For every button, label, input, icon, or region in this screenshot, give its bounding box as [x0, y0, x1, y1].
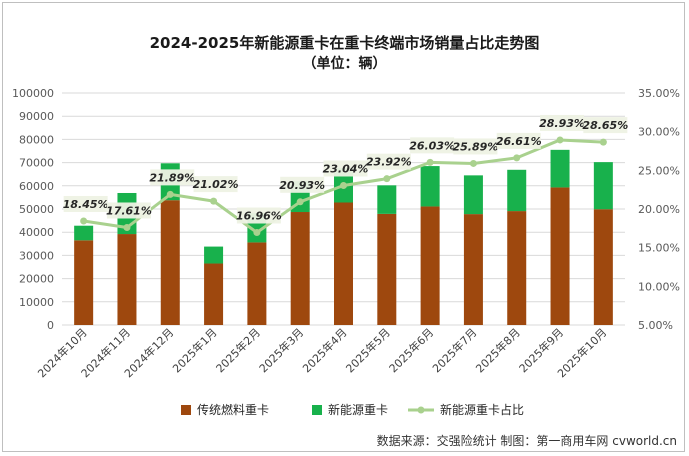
x-tick-label: 2025年6月: [386, 325, 436, 375]
chart-subtitle: （单位：辆）: [302, 56, 387, 72]
x-tick-label: 2025年3月: [256, 325, 306, 375]
y-right-tick: 25.00%: [638, 164, 680, 177]
data-label: 16.96%: [236, 210, 282, 223]
data-label: 26.61%: [496, 135, 542, 148]
data-label: 17.61%: [106, 204, 152, 217]
share-point: [80, 217, 88, 225]
data-label: 28.93%: [539, 117, 585, 130]
y-left-tick: 100000: [12, 87, 54, 100]
share-point: [253, 229, 261, 237]
chart-frame: [2, 2, 685, 452]
data-label-bg: [323, 160, 368, 177]
data-label-bg: [106, 202, 151, 219]
data-label-bg: [280, 176, 325, 193]
y-left-tick: 10000: [19, 296, 54, 309]
bar-new-energy: [204, 246, 224, 264]
x-tick-label: 2025年4月: [299, 325, 349, 375]
bar-new-energy: [507, 169, 527, 212]
share-point: [469, 159, 477, 167]
share-point: [296, 198, 304, 206]
y-left-tick: 40000: [19, 226, 54, 239]
chart-title: 2024-2025年新能源重卡在重卡终端市场销量占比走势图: [149, 34, 540, 52]
data-label-bg: [540, 114, 585, 131]
y-right-tick: 15.00%: [638, 242, 680, 255]
bar-new-energy: [377, 185, 397, 214]
share-point: [426, 158, 434, 166]
bar-traditional: [74, 240, 94, 325]
x-tick-label: 2025年2月: [213, 325, 263, 375]
data-label-bg: [453, 138, 498, 155]
data-label: 25.89%: [453, 140, 499, 153]
x-tick-label: 2025年8月: [473, 325, 523, 375]
y-left-tick: 50000: [19, 203, 54, 216]
bar-traditional: [247, 242, 267, 325]
y-left-tick: 70000: [19, 157, 54, 170]
bar-new-energy: [74, 225, 94, 241]
y-left-tick: 90000: [19, 110, 54, 123]
y-left-tick: 60000: [19, 180, 54, 193]
legend-label-new-energy: 新能源重卡: [328, 402, 388, 417]
share-point: [166, 190, 174, 198]
y-left-tick: 80000: [19, 133, 54, 146]
share-point: [513, 154, 521, 162]
share-point: [556, 136, 564, 144]
share-point: [599, 138, 607, 146]
bar-new-energy: [463, 175, 483, 215]
share-point: [210, 197, 218, 205]
legend-swatch-new-energy: [312, 405, 322, 415]
data-label-bg: [236, 207, 281, 224]
legend-marker-share: [417, 406, 425, 414]
y-left-tick: 20000: [19, 273, 54, 286]
legend-label-traditional: 传统燃料重卡: [197, 402, 269, 417]
data-label-bg: [410, 137, 455, 154]
share-point: [340, 181, 347, 189]
bar-traditional: [334, 202, 353, 325]
data-label: 28.65%: [582, 119, 628, 132]
legend-label-share: 新能源重卡占比: [440, 402, 524, 417]
y-right-tick: 35.00%: [638, 87, 680, 100]
bar-traditional: [593, 209, 613, 325]
source-note: 数据来源：交强险统计 制图：第一商用车网 cvworld.cn: [376, 434, 677, 448]
bar-traditional: [377, 213, 397, 325]
bar-new-energy: [420, 166, 440, 207]
bar-traditional: [507, 211, 527, 325]
data-label: 20.93%: [279, 179, 325, 192]
data-label: 23.92%: [366, 156, 412, 169]
y-left-tick: 30000: [19, 249, 54, 262]
data-label: 23.04%: [323, 162, 369, 175]
y-right-tick: 10.00%: [638, 280, 680, 293]
y-left-tick: 0: [47, 319, 54, 332]
bar-traditional: [420, 206, 440, 325]
bar-traditional: [463, 214, 483, 325]
bar-traditional: [290, 212, 310, 325]
y-right-tick: 20.00%: [638, 203, 680, 216]
data-label-bg: [366, 153, 411, 170]
y-right-tick: 30.00%: [638, 126, 680, 139]
data-label: 26.03%: [409, 139, 455, 152]
x-tick-label: 2025年5月: [343, 325, 393, 375]
data-label: 21.02%: [193, 178, 239, 191]
bar-new-energy: [593, 162, 613, 210]
data-label-bg: [583, 117, 628, 134]
bar-traditional: [160, 200, 180, 325]
data-label: 21.89%: [149, 171, 195, 184]
x-tick-label: 2025年7月: [429, 325, 479, 375]
y-right-tick: 5.00%: [638, 319, 673, 332]
data-label-bg: [193, 176, 238, 193]
share-point: [123, 223, 131, 231]
data-label-bg: [150, 169, 195, 186]
x-tick-label: 2025年1月: [169, 325, 219, 375]
legend-swatch-traditional: [181, 405, 191, 415]
bar-traditional: [117, 234, 137, 325]
bar-traditional: [550, 187, 570, 325]
bar-traditional: [204, 263, 224, 325]
bar-new-energy: [550, 149, 570, 188]
share-point: [383, 175, 391, 183]
data-label-bg: [63, 195, 108, 212]
data-label: 18.45%: [63, 198, 109, 211]
data-label-bg: [496, 132, 541, 149]
